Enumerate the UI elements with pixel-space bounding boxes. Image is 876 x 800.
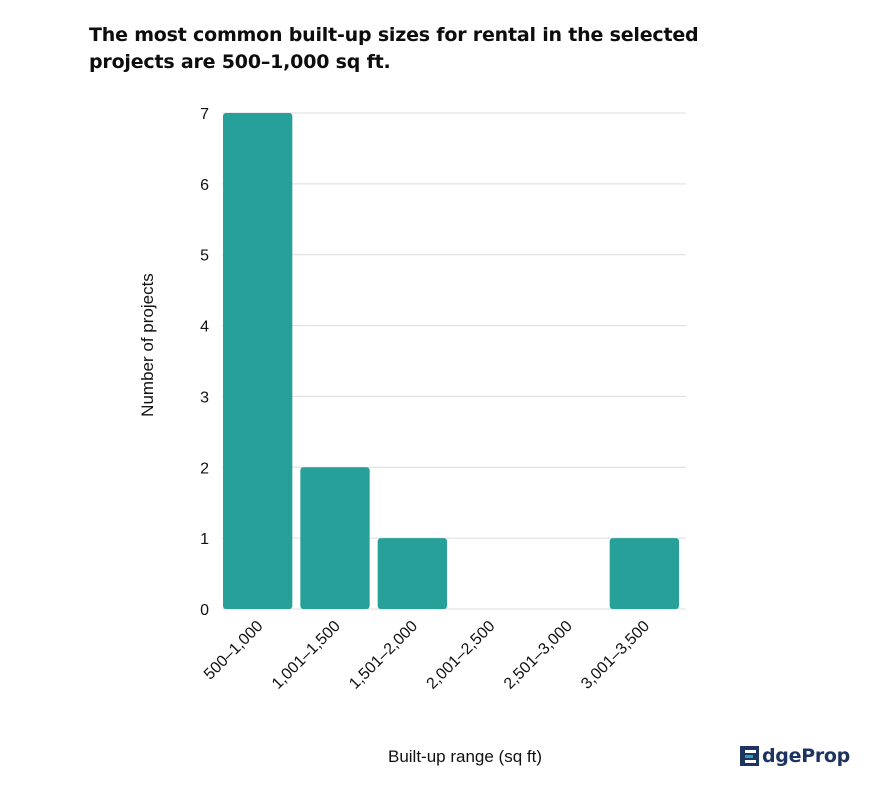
edgeprop-logo: dgeProp [739, 741, 850, 771]
y-tick-label: 5 [200, 248, 209, 265]
y-tick-label: 2 [200, 460, 209, 477]
x-tick-label: 2,501–3,000 [501, 618, 576, 693]
bar [300, 467, 370, 609]
x-tick-label: 3,001–3,500 [578, 618, 653, 693]
x-axis-title: Built-up range (sq ft) [388, 747, 542, 766]
bar [223, 113, 293, 609]
x-tick-label: 500–1,000 [201, 618, 267, 684]
edgeprop-e-logo-icon [739, 744, 761, 768]
y-tick-label: 0 [200, 602, 209, 619]
chart-title: The most common built-up sizes for renta… [89, 24, 699, 73]
y-tick-label: 3 [200, 389, 209, 406]
y-tick-label: 1 [200, 531, 209, 548]
gridlines [222, 112, 686, 610]
bar [377, 538, 447, 609]
logo-text-prop: Prop [801, 745, 850, 767]
y-tick-label: 4 [200, 319, 209, 336]
y-axis-title: Number of projects [138, 273, 157, 417]
x-tick-label: 1,501–2,000 [346, 618, 421, 693]
x-tick-label: 2,001–2,500 [424, 618, 499, 693]
y-tick-label: 7 [200, 106, 209, 123]
x-axis-ticks: 500–1,000 1,001–1,500 1,501–2,000 2,001–2,5… [201, 618, 653, 693]
y-tick-label: 6 [200, 177, 209, 194]
bar [609, 538, 679, 609]
bars [223, 113, 679, 609]
x-tick-label: 1,001–1,500 [269, 618, 344, 693]
y-axis-ticks: 0 1 2 3 4 5 6 7 [200, 106, 209, 619]
logo-text-edge: dge [762, 745, 802, 767]
